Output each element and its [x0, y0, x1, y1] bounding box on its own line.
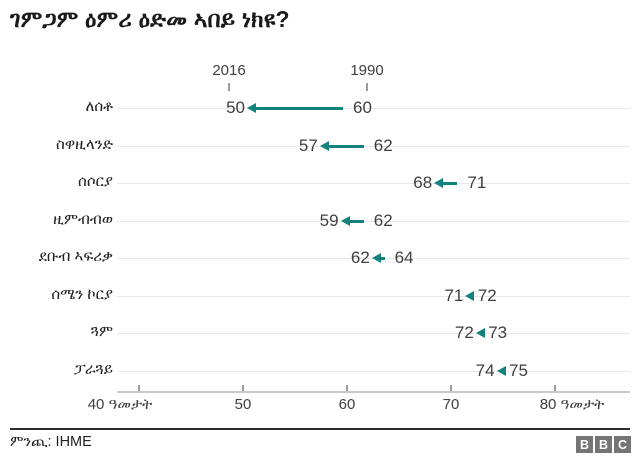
row-gridline	[117, 370, 630, 372]
row-gridline	[117, 220, 630, 222]
arrow-head	[340, 215, 350, 226]
arrow-head	[465, 290, 475, 301]
row-gridline	[117, 295, 630, 297]
value-1990: 72	[477, 285, 497, 305]
arrow-head	[434, 178, 444, 188]
x-axis-tick	[554, 385, 556, 391]
x-axis-tick	[450, 385, 452, 391]
value-1990: 60	[353, 98, 372, 117]
value-2016: 72	[454, 323, 474, 342]
source-label: ምንጪ: IHME	[10, 434, 92, 450]
category-label: ስዋዚላንድ	[56, 135, 113, 153]
footer-divider	[10, 428, 630, 430]
row-gridline	[117, 333, 630, 334]
x-axis-tick	[242, 385, 244, 391]
arrow-head	[475, 328, 485, 338]
arrow-line	[379, 257, 385, 260]
bbc-logo-block: C	[614, 436, 631, 453]
x-axis-tick-label: 70	[442, 396, 460, 413]
category-label: ዚምብብወ	[53, 210, 113, 228]
value-2016: 57	[298, 135, 318, 155]
bbc-logo-block: B	[576, 436, 593, 453]
arrow-line	[442, 182, 458, 185]
value-1990: 71	[467, 173, 487, 192]
value-2016: 59	[319, 210, 339, 230]
x-axis-tick-label: 60	[338, 396, 356, 413]
x-axis-tick	[346, 385, 348, 391]
x-axis-tick-label: 40 ዓመታት	[87, 396, 153, 413]
arrow-head	[319, 140, 329, 151]
bbc-logo-block: B	[595, 436, 612, 453]
column-header-tick	[228, 83, 230, 91]
value-2016: 71	[444, 285, 464, 305]
column-header-tick	[366, 83, 368, 91]
page-title: ገምጋም ዕምሪ ዕድመ ኣበይ ነክዩ?	[10, 6, 290, 32]
arrow-line	[348, 219, 364, 223]
x-axis-tick-label: 50	[234, 396, 252, 413]
value-2016: 74	[475, 360, 495, 380]
value-1990: 75	[509, 360, 528, 380]
category-label: ፓራጓይ	[74, 360, 113, 378]
value-2016: 50	[226, 98, 245, 117]
category-label: ሰሶርያ	[78, 173, 113, 190]
x-axis-tick	[138, 385, 140, 391]
row-gridline	[117, 145, 630, 147]
category-label: ለሰቶ	[85, 98, 113, 115]
category-label: ጓም	[90, 323, 113, 340]
category-label: ደቡብ ኣፍሪቃ	[38, 248, 113, 265]
arrow-head	[247, 103, 256, 113]
column-header-2016: 2016	[212, 62, 246, 79]
arrow-head	[496, 365, 506, 376]
column-header-1990: 1990	[350, 62, 384, 79]
x-axis-line	[117, 391, 630, 393]
value-1990: 62	[373, 135, 393, 155]
arrow-line	[327, 144, 364, 148]
value-1990: 73	[488, 323, 508, 342]
row-gridline	[117, 183, 630, 184]
category-label: ሰሜን ኮርያ	[51, 285, 113, 303]
arrow-line	[255, 107, 343, 110]
value-1990: 62	[373, 210, 393, 230]
value-1990: 64	[394, 248, 414, 267]
value-2016: 62	[350, 248, 370, 267]
value-2016: 68	[413, 173, 433, 192]
arrow-head	[371, 253, 381, 263]
row-gridline	[117, 108, 630, 109]
x-axis-tick-label: 80 ዓመታት	[539, 396, 605, 413]
